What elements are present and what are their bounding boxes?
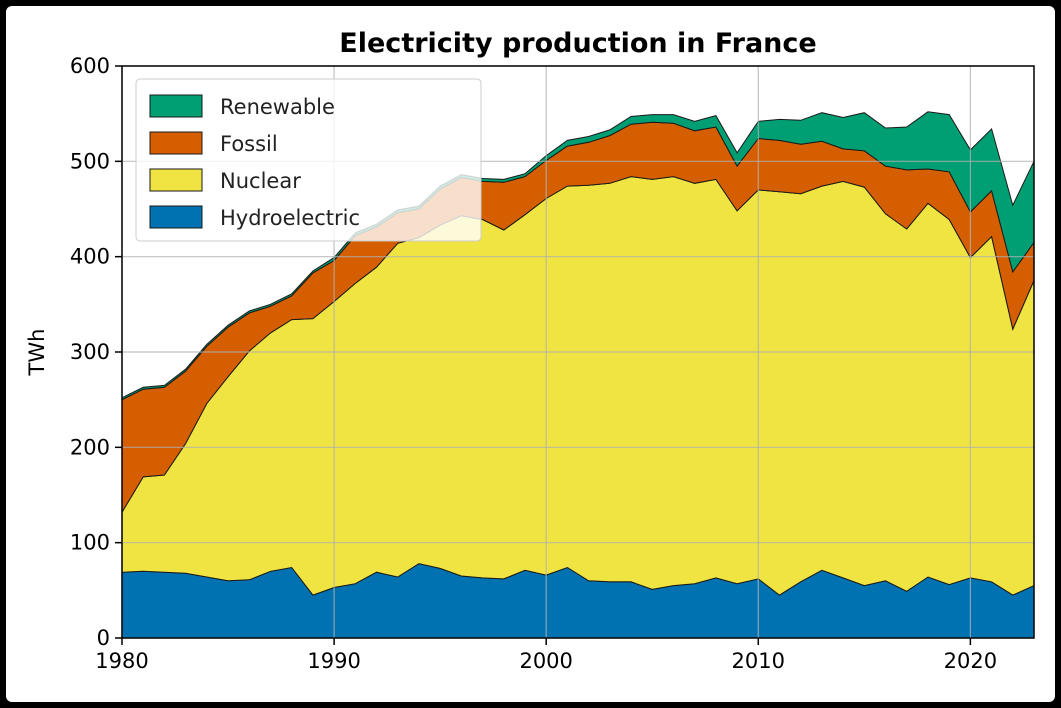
legend-label-nuclear: Nuclear [220, 169, 301, 193]
x-tick-label: 2000 [519, 649, 572, 673]
y-axis-title: TWh [25, 329, 49, 377]
y-tick-label: 0 [97, 626, 110, 650]
legend-label-fossil: Fossil [220, 132, 278, 156]
chart: 1980 1990 2000 2010 20200100200300400500600 … [25, 28, 1035, 673]
chart-frame: 1980 1990 2000 2010 2020 0 100 200 300 400 500 600 … [6, 6, 1055, 702]
x-tick-label: 1990 [307, 649, 360, 673]
y-tick-label: 100 [70, 531, 110, 555]
legend-swatch-nuclear [149, 168, 203, 192]
legend-label-hydroelectric: Hydroelectric [220, 206, 360, 230]
legend-box [135, 78, 482, 242]
x-tick-label: 2010 [732, 649, 785, 673]
y-tick-label: 600 [70, 54, 110, 78]
legend-swatch-renewable [149, 94, 203, 118]
x-tick-label: 2020 [944, 649, 997, 673]
axis-ticks: 1980 1990 2000 2010 2020 0 100 200 300 400 500 600 [70, 54, 997, 673]
legend-label-renewable: Renewable [220, 95, 335, 119]
y-tick-label: 200 [70, 435, 110, 459]
y-tick-label: 400 [70, 245, 110, 269]
legend: Renewable Fossil Nuclear Hydroelectric [135, 78, 482, 242]
y-tick-label: 500 [70, 149, 110, 173]
chart-title: Electricity production in France [339, 28, 816, 59]
y-tick-label: 300 [70, 340, 110, 364]
legend-swatch-hydroelectric [149, 205, 203, 229]
legend-swatch-fossil [149, 131, 203, 155]
x-tick-label: 1980 [95, 649, 148, 673]
